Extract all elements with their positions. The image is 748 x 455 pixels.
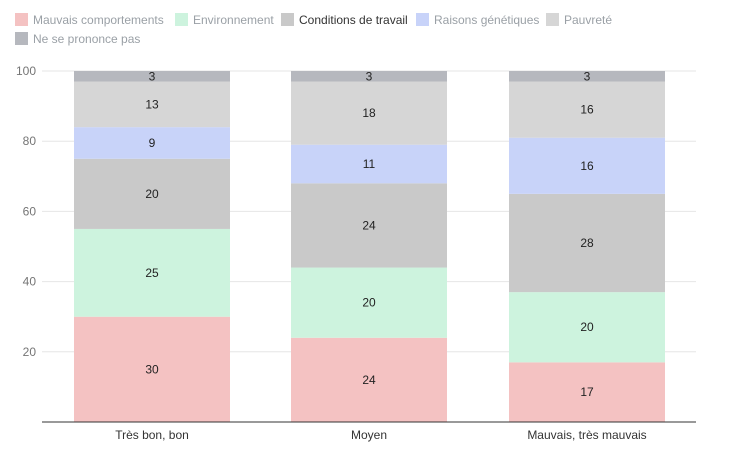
data-label: 20 [362, 296, 376, 310]
data-label: 20 [580, 320, 594, 334]
legend-swatch [175, 13, 188, 26]
legend-label: Mauvais comportements [33, 13, 164, 27]
legend-label: Environnement [193, 13, 274, 27]
y-tick-label: 60 [23, 204, 37, 218]
legend-item[interactable]: Pauvreté [546, 13, 612, 27]
x-tick-label: Très bon, bon [115, 428, 189, 442]
y-tick-label: 40 [23, 275, 37, 289]
x-tick-label: Moyen [351, 428, 387, 442]
bar-stacks: 30 25 20 9 13 3 24 20 24 11 18 3 17 20 28 16 16 3 [74, 69, 665, 422]
legend-item[interactable]: Ne se prononce pas [15, 32, 140, 46]
legend-label: Raisons génétiques [434, 13, 539, 27]
data-label: 13 [145, 97, 159, 111]
bar-segment [291, 81, 447, 145]
legend-label: Pauvreté [564, 13, 612, 27]
data-label: 18 [362, 106, 376, 120]
bar-segment [509, 81, 665, 138]
bar-segment [291, 337, 447, 422]
bar-stack: 30 25 20 9 13 3 [74, 69, 230, 422]
legend-item[interactable]: Raisons génétiques [416, 13, 539, 27]
y-tick-label: 20 [23, 345, 37, 359]
bar-segment [509, 362, 665, 422]
legend-label: Ne se prononce pas [33, 32, 140, 46]
data-label: 28 [580, 236, 594, 250]
legend-label: Conditions de travail [299, 13, 408, 27]
chart-legend[interactable]: Mauvais comportements Environnement Condit… [15, 13, 612, 46]
bar-segment [74, 81, 230, 128]
bar-segment [291, 71, 447, 82]
bar-segment [74, 158, 230, 229]
bar-segment [291, 267, 447, 338]
y-tick-label: 100 [16, 64, 36, 78]
data-label: 16 [580, 159, 594, 173]
data-label: 24 [362, 373, 376, 387]
bar-segment [509, 292, 665, 363]
y-tick-label: 80 [23, 134, 37, 148]
bar-segment [74, 228, 230, 317]
legend-swatch [546, 13, 559, 26]
x-tick-label: Mauvais, très mauvais [527, 428, 646, 442]
bar-segment [509, 137, 665, 194]
data-label: 11 [363, 157, 376, 171]
legend-swatch [281, 13, 294, 26]
legend-item[interactable]: Mauvais comportements [15, 13, 164, 27]
legend-item[interactable]: Conditions de travail [281, 13, 408, 27]
bar-stack: 24 20 24 11 18 3 [291, 69, 447, 422]
legend-swatch [416, 13, 429, 26]
data-label: 30 [145, 362, 159, 376]
data-label: 17 [580, 385, 594, 399]
bar-stack: 17 20 28 16 16 3 [509, 69, 665, 422]
data-label: 3 [584, 69, 591, 83]
data-label: 3 [366, 69, 373, 83]
data-label: 16 [580, 103, 594, 117]
bar-segment [74, 71, 230, 82]
data-label: 25 [145, 266, 159, 280]
bar-segment [74, 127, 230, 159]
data-label: 20 [145, 187, 159, 201]
data-label: 3 [149, 69, 156, 83]
legend-swatch [15, 32, 28, 45]
bar-segment [509, 193, 665, 293]
bar-segment [291, 183, 447, 268]
data-label: 24 [362, 218, 376, 232]
chart-axes: Très bon, bon Moyen Mauvais, très mauvais [42, 421, 696, 442]
bar-segment [74, 316, 230, 422]
data-label: 9 [149, 136, 156, 150]
bar-segment [291, 144, 447, 184]
legend-item[interactable]: Environnement [175, 13, 274, 27]
bar-segment [509, 71, 665, 82]
legend-swatch [15, 13, 28, 26]
